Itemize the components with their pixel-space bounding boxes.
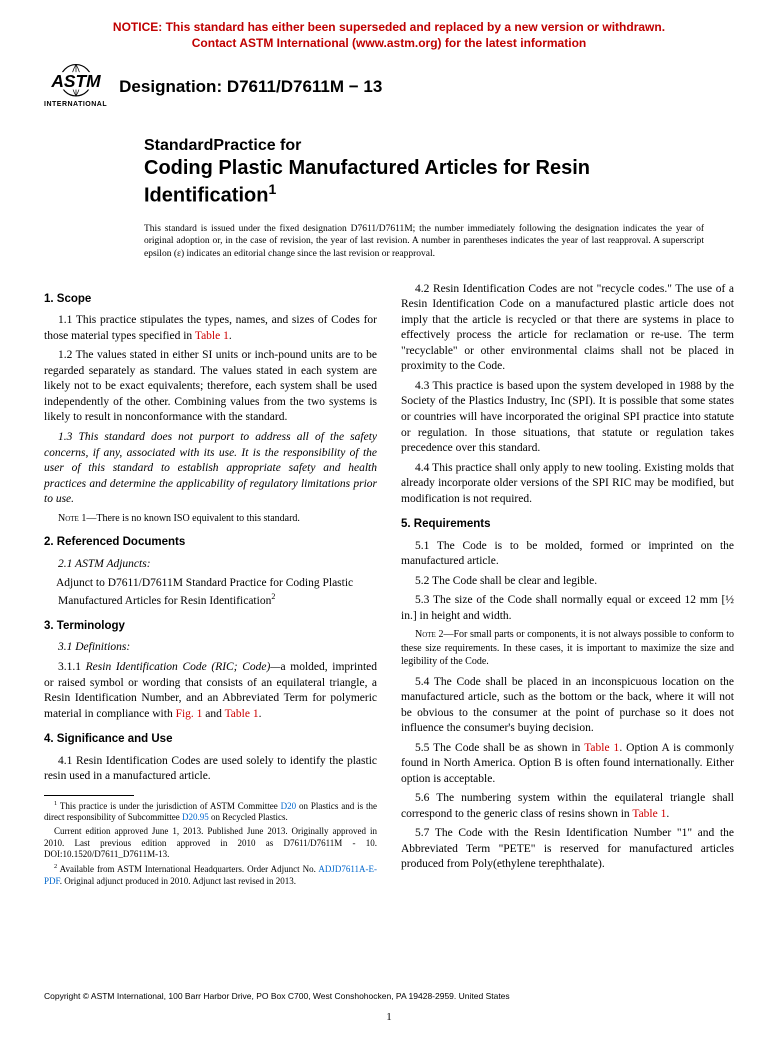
note-2: Note 2—For small parts or components, it… [401,628,734,669]
page-number: 1 [0,1011,778,1023]
title-text: Coding Plastic Manufactured Articles for… [144,157,590,207]
footnote-1: 1 This practice is under the jurisdictio… [44,800,377,824]
note-1: Note 1—There is no known ISO equivalent … [44,512,377,526]
para-3-1: 3.1 Definitions: [44,640,377,656]
section-3-head: 3. Terminology [44,619,377,635]
para-5-7: 5.7 The Code with the Resin Identificati… [401,826,734,873]
footnotes: 1 This practice is under the jurisdictio… [44,800,377,888]
footnote-rule [44,795,134,796]
designation: Designation: D7611/D7611M − 13 [119,77,382,97]
section-5-head: 5. Requirements [401,517,734,533]
title-kind: StandardPractice for [144,136,704,156]
para-2-1-adjunct: Adjunct to D7611/D7611M Standard Practic… [58,576,377,609]
section-2-head: 2. Referenced Documents [44,535,377,551]
supersession-notice: NOTICE: This standard has either been su… [44,20,734,51]
para-4-2: 4.2 Resin Identification Codes are not "… [401,282,734,375]
table-1-link[interactable]: Table 1 [584,742,619,754]
footnote-block: 1 This practice is under the jurisdictio… [44,795,377,888]
table-1-link[interactable]: Table 1 [632,808,666,820]
para-5-2: 5.2 The Code shall be clear and legible. [401,574,734,590]
footnote-1b: Current edition approved June 1, 2013. P… [44,826,377,861]
copyright: Copyright © ASTM International, 100 Barr… [44,991,510,1001]
header: ASTM INTERNATIONAL Designation: D7611/D7… [44,63,734,108]
subcommittee-d20-95-link[interactable]: D20.95 [182,812,209,822]
para-2-1: 2.1 ASTM Adjuncts: [44,557,377,573]
para-5-5: 5.5 The Code shall be as shown in Table … [401,741,734,788]
section-4-head: 4. Significance and Use [44,732,377,748]
para-4-1: 4.1 Resin Identification Codes are used … [44,754,377,785]
para-5-4: 5.4 The Code shall be placed in an incon… [401,675,734,737]
astm-logo-icon: ASTM [47,63,105,101]
para-5-3: 5.3 The size of the Code shall normally … [401,593,734,624]
table-1-link[interactable]: Table 1 [225,708,259,720]
fig-1-link[interactable]: Fig. 1 [176,708,203,720]
svg-text:ASTM: ASTM [50,71,101,91]
committee-d20-link[interactable]: D20 [281,801,297,811]
footnote-2: 2 Available from ASTM International Head… [44,863,377,887]
notice-line2: Contact ASTM International (www.astm.org… [192,36,586,50]
astm-logo: ASTM INTERNATIONAL [44,63,107,108]
table-1-link[interactable]: Table 1 [195,330,229,342]
para-5-6: 5.6 The numbering system within the equi… [401,791,734,822]
title-block: StandardPractice for Coding Plastic Manu… [144,136,704,209]
logo-text: INTERNATIONAL [44,101,107,108]
section-1-head: 1. Scope [44,292,377,308]
body-columns: 1. Scope 1.1 This practice stipulates th… [44,282,734,888]
title-main: Coding Plastic Manufactured Articles for… [144,156,704,209]
para-1-1: 1.1 This practice stipulates the types, … [44,313,377,344]
para-1-2: 1.2 The values stated in either SI units… [44,348,377,426]
para-3-1-1: 3.1.1 Resin Identification Code (RIC; Co… [44,660,377,722]
para-1-3: 1.3 This standard does not purport to ad… [44,430,377,508]
notice-line1: NOTICE: This standard has either been su… [113,20,665,34]
issuance-note: This standard is issued under the fixed … [144,223,704,260]
para-4-4: 4.4 This practice shall only apply to ne… [401,461,734,508]
title-footnote-ref: 1 [268,181,276,197]
para-5-1: 5.1 The Code is to be molded, formed or … [401,539,734,570]
para-4-3: 4.3 This practice is based upon the syst… [401,379,734,457]
